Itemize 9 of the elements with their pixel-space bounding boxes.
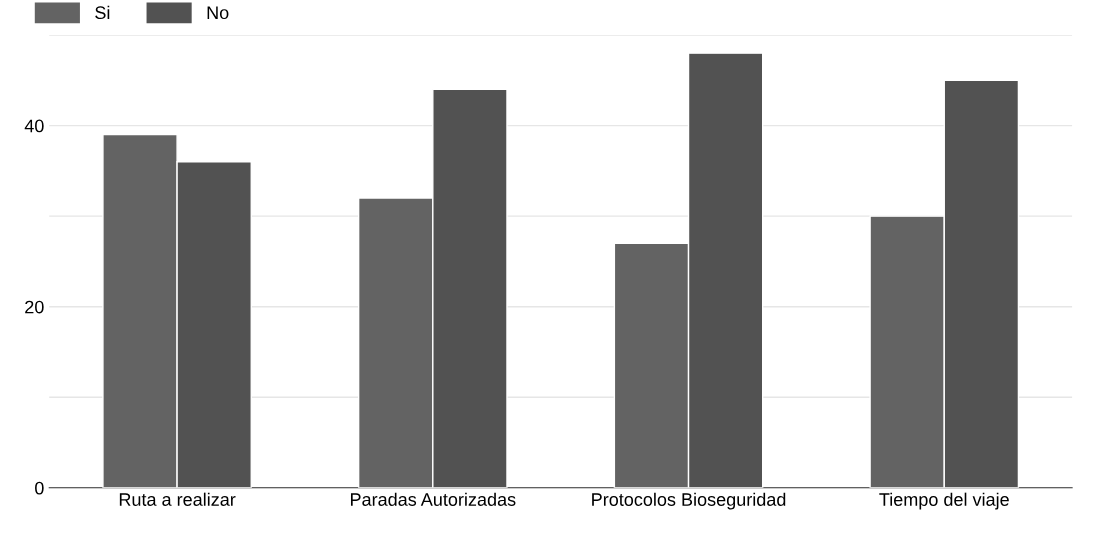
y-tick-label: 40	[24, 119, 44, 133]
x-tick-label: Tiempo del viaje	[879, 492, 1009, 510]
legend-label: No	[207, 6, 229, 20]
x-tick-label: Protocolos Bioseguridad	[592, 492, 786, 510]
y-tick-label: 20	[25, 300, 44, 314]
legend-label: Si	[95, 5, 110, 20]
y-tick-label: 0	[35, 481, 44, 495]
x-tick-label: Paradas Autorizadas	[350, 492, 516, 506]
x-tick-label: Ruta a realizar	[119, 492, 236, 506]
